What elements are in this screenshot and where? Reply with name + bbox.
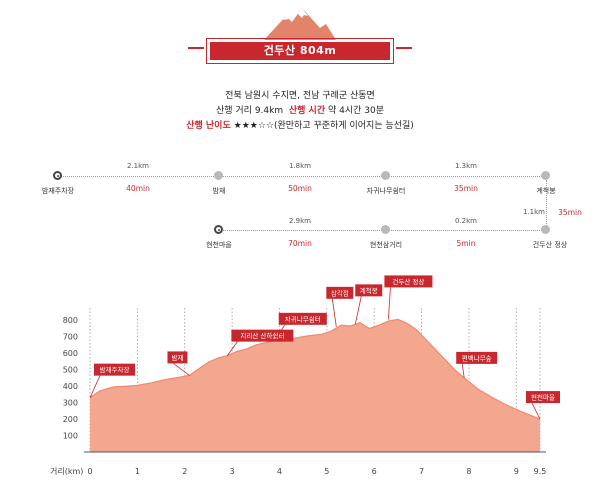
elevation-area — [90, 319, 540, 452]
axis-layer: 100 200 300 400 500 600 700 800 0 1 2 3 4 5 6 7 8 9 9.5 거리(… — [50, 316, 546, 476]
node-end-icon — [214, 225, 223, 234]
segment-time: 5min — [456, 239, 476, 248]
difficulty-stars: ★★★☆☆ — [233, 121, 274, 131]
x-tick-label: 5 — [324, 467, 329, 476]
node-icon — [541, 225, 550, 234]
peak-label-box — [355, 284, 383, 297]
y-tick-label: 100 — [63, 432, 78, 441]
y-tick-label: 200 — [63, 415, 78, 424]
y-tick-label: 300 — [63, 399, 78, 408]
segment-time: 35min — [454, 184, 478, 193]
x-tick-label: 6 — [372, 467, 377, 476]
segment-distance: 1.8km — [288, 162, 312, 170]
node-icon — [214, 171, 223, 180]
node-label-jagwi-shelter: 자귀나무쉼터 — [366, 187, 406, 195]
segment-distance: 1.3km — [454, 162, 478, 170]
peak-callout-line — [461, 363, 465, 378]
peak-label: 밤재주차장 — [100, 365, 130, 374]
route-line-top — [58, 176, 546, 177]
x-tick-label: 9 — [514, 467, 519, 476]
x-tick-label: 4 — [277, 467, 282, 476]
y-tick-label: 700 — [63, 333, 78, 342]
peak-callout-line — [274, 324, 286, 342]
time-label: 산행 시간 — [288, 106, 326, 116]
peak-label: 삼각점 — [331, 288, 349, 297]
peak-label-box — [526, 391, 560, 404]
peak-callout-line — [388, 287, 391, 320]
peak-label-box — [94, 363, 135, 376]
distance-time-line: 산행 거리 9.4km 산행 시간 약 4시간 30분 — [0, 105, 600, 117]
y-tick-label: 500 — [63, 366, 78, 375]
peak-label-box — [326, 286, 354, 299]
x-tick-label: 7 — [419, 467, 424, 476]
difficulty-label: 산행 난이도 — [186, 121, 231, 131]
node-icon — [541, 171, 550, 180]
node-label-hyeoncheon-junction: 현천삼거리 — [369, 241, 403, 249]
segment-time: 70min — [288, 239, 312, 248]
segment-time: 35min — [558, 208, 582, 217]
mountain-title: 건두산 804m — [263, 44, 337, 57]
node-icon — [381, 225, 390, 234]
node-start-icon — [53, 171, 62, 180]
x-tick-label: 9.5 — [534, 467, 547, 476]
peak-label-box — [231, 329, 294, 342]
time-value: 약 4시간 30분 — [328, 106, 385, 116]
peak-label: 지리산 산하쉼터 — [240, 331, 284, 340]
node-label-hyeoncheon-village: 현천마을 — [206, 241, 232, 249]
peak-label-box — [278, 312, 327, 325]
peak-callout-line — [89, 375, 101, 398]
x-tick-label: 8 — [466, 467, 471, 476]
segment-distance: 0.2km — [454, 217, 478, 225]
node-label-summit: 건두산 정상 — [532, 241, 568, 249]
peak-callout-line — [531, 402, 541, 420]
title-banner: 건두산 804m — [188, 38, 412, 66]
difficulty-line: 산행 난이도 ★★★☆☆(완만하고 꾸준하게 이어지는 능선길) — [0, 120, 600, 132]
route-line-vertical — [546, 180, 547, 230]
peak-label-box — [384, 275, 433, 288]
area-layer — [89, 318, 541, 452]
y-tick-label: 800 — [63, 316, 78, 325]
y-tick-label: 600 — [63, 349, 78, 358]
distance-value: 9.4km — [254, 106, 284, 116]
peak-label: 건두산 정상 — [392, 277, 424, 286]
mountain-icon — [264, 8, 336, 40]
distance-label: 산행 거리 — [215, 106, 252, 116]
peak-callout-line — [227, 341, 238, 356]
segment-distance: 2.1km — [126, 162, 150, 170]
segment-distance: 1.1km — [522, 208, 546, 216]
peak-label: 편백나무숲 — [462, 353, 492, 362]
x-axis-unit-label: 거리(km) — [50, 467, 83, 476]
x-tick-label: 1 — [135, 467, 140, 476]
x-tick-label: 0 — [87, 467, 92, 476]
x-tick-label: 2 — [182, 467, 187, 476]
segment-distance: 2.9km — [288, 217, 312, 225]
peak-label: 계척봉 — [360, 286, 378, 295]
node-icon — [381, 171, 390, 180]
difficulty-note: (완만하고 꾸준하게 이어지는 능선길) — [273, 121, 414, 131]
node-label-gyecheokbong: 계척봉 — [536, 187, 556, 195]
peak-callout-line — [173, 363, 190, 376]
location-line: 전북 남원시 수지면, 전남 구례군 산동면 — [225, 91, 375, 101]
elevation-line — [89, 318, 541, 420]
x-tick-label: 3 — [230, 467, 235, 476]
peak-callout-line — [354, 296, 362, 325]
peak-label: 밤재 — [171, 353, 183, 362]
node-label-bamjae: 밤재 — [212, 187, 226, 195]
peak-label-box — [167, 351, 188, 364]
y-tick-label: 400 — [63, 382, 78, 391]
peak-callout-line — [331, 298, 337, 327]
peak-label: 자귀나무쉼터 — [285, 314, 321, 323]
segment-time: 50min — [288, 184, 312, 193]
peak-label: 현천마을 — [531, 393, 555, 402]
peak-label-box — [456, 351, 498, 364]
segment-time: 40min — [126, 184, 150, 193]
node-label-bamjae-parking: 밤재주차장 — [41, 187, 75, 195]
